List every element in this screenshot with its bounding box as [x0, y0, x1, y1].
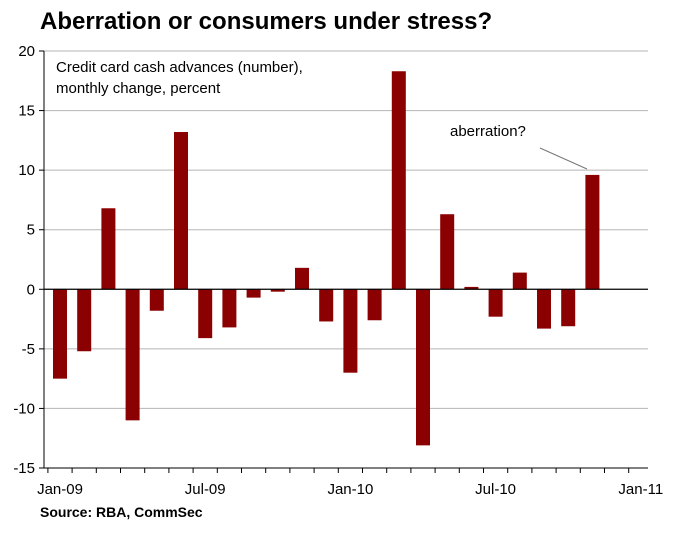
y-tick-label: -15 [13, 460, 35, 477]
bar [367, 289, 382, 321]
y-tick-label: 20 [18, 43, 35, 60]
x-tick-label: Jan-09 [37, 481, 83, 498]
y-tick-label: -5 [22, 341, 35, 358]
bar [174, 132, 188, 290]
bar [488, 289, 503, 317]
bar [295, 267, 309, 290]
annotation-pointer [539, 147, 588, 170]
bar [343, 289, 358, 373]
bar [222, 289, 237, 328]
bar [464, 286, 479, 290]
y-tick-label: 0 [27, 281, 35, 298]
bar [149, 289, 164, 311]
bar [319, 289, 334, 322]
axes: -15 -10 -5 0 5 10 15 20 Jan-09 Jul-09 Jan-10 Jul-10… [13, 43, 663, 498]
x-tick-label: Jan-10 [327, 481, 373, 498]
bar [537, 289, 551, 329]
bar [77, 289, 92, 352]
bar [246, 289, 261, 298]
bar [585, 174, 600, 290]
bar [270, 289, 285, 292]
bar [53, 289, 67, 379]
y-tick-label: 15 [18, 103, 35, 120]
chart-subtitle-line-1: Credit card cash advances (number), [56, 59, 303, 76]
bar [440, 214, 455, 290]
bar [198, 289, 213, 339]
x-tick-label: Jul-10 [475, 481, 516, 498]
chart-subtitle-line-2: monthly change, percent [56, 80, 221, 97]
bar [561, 289, 576, 327]
y-tick-label: 10 [18, 162, 35, 179]
source-note: Source: RBA, CommSec [40, 504, 203, 520]
bar [391, 71, 406, 290]
x-tick-label: Jul-09 [185, 481, 226, 498]
y-tick-label: -10 [13, 400, 35, 417]
annotation-label: aberration? [450, 123, 526, 140]
chart-title: Aberration or consumers under stress? [40, 8, 493, 35]
bars [53, 71, 600, 446]
x-tick-label: Jan-11 [618, 481, 663, 498]
bar [125, 289, 140, 421]
bar [101, 208, 116, 290]
bar [416, 289, 430, 446]
y-tick-label: 5 [27, 222, 35, 239]
bar [512, 272, 527, 290]
